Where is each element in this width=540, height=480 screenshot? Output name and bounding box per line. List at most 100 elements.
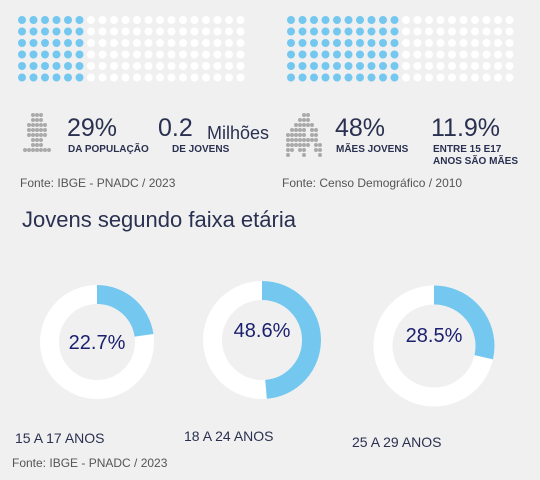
waffle-mothers-filled-dot xyxy=(356,50,364,59)
waffle-population-empty-dot xyxy=(190,16,199,24)
waffle-mothers-filled-dot xyxy=(390,16,399,24)
waffle-mothers-filled-dot xyxy=(344,39,353,47)
waffle-mothers-filled-dot xyxy=(390,62,399,70)
waffle-mothers-empty-dot xyxy=(505,39,514,47)
waffle-population-filled-dot xyxy=(18,16,26,24)
waffle-mothers-filled-dot xyxy=(390,27,399,36)
waffle-population-filled-dot xyxy=(29,50,38,59)
waffle-population-empty-dot xyxy=(87,62,95,70)
waffle-population-filled-dot xyxy=(64,27,72,36)
waffle-mothers-empty-dot xyxy=(425,27,433,36)
waffle-mothers-filled-dot xyxy=(298,62,307,70)
waffle-population-empty-dot xyxy=(110,50,118,59)
waffle-population-empty-dot xyxy=(202,62,210,70)
waffle-mothers-filled-dot xyxy=(367,50,376,59)
youth-count-label: DE JOVENS xyxy=(172,144,230,155)
waffle-mothers-filled-dot xyxy=(379,73,387,82)
waffle-mothers-empty-dot xyxy=(482,50,491,59)
waffle-mothers-empty-dot xyxy=(436,39,445,47)
teen-mothers-label-line2: ANOS SÃO MÃES xyxy=(433,156,519,167)
waffle-population-empty-dot xyxy=(213,62,222,70)
waffle-mothers-filled-dot xyxy=(333,27,341,36)
waffle-mothers-filled-dot xyxy=(367,27,376,36)
waffle-mothers-filled-dot xyxy=(333,73,341,82)
source-right: Fonte: Censo Demográfico / 2010 xyxy=(282,176,463,190)
waffle-population xyxy=(18,16,246,88)
waffle-mothers-empty-dot xyxy=(402,39,410,47)
youth-count-unit: Milhões xyxy=(207,123,270,143)
source-bottom: Fonte: IBGE - PNADC / 2023 xyxy=(12,456,168,470)
waffle-population-empty-dot xyxy=(121,50,130,59)
waffle-mothers-filled-dot xyxy=(356,16,364,24)
waffle-mothers-empty-dot xyxy=(494,39,502,47)
young-mothers-value: 48% xyxy=(335,114,386,142)
waffle-population-filled-dot xyxy=(75,16,84,24)
waffle-mothers-empty-dot xyxy=(448,62,456,70)
waffle-mothers-empty-dot xyxy=(413,62,422,70)
waffle-mothers-empty-dot xyxy=(448,39,456,47)
waffle-population-filled-dot xyxy=(41,62,49,70)
donut-arc-15-17 xyxy=(40,285,154,399)
waffle-population-empty-dot xyxy=(179,73,187,82)
waffle-population-filled-dot xyxy=(64,16,72,24)
waffle-population-empty-dot xyxy=(98,62,107,70)
waffle-mothers-empty-dot xyxy=(413,16,422,24)
waffle-mothers-filled-dot xyxy=(344,73,353,82)
waffle-mothers-filled-dot xyxy=(287,50,295,59)
waffle-population-empty-dot xyxy=(121,39,130,47)
waffle-population-empty-dot xyxy=(202,50,210,59)
waffle-mothers-filled-dot xyxy=(310,62,318,70)
waffle-mothers-empty-dot xyxy=(436,27,445,36)
waffle-population-empty-dot xyxy=(213,39,222,47)
waffle-population-empty-dot xyxy=(87,16,95,24)
waffle-mothers-empty-dot xyxy=(425,73,433,82)
waffle-mothers-empty-dot xyxy=(482,16,491,24)
waffle-population-empty-dot xyxy=(190,27,199,36)
waffle-population-empty-dot xyxy=(87,27,95,36)
waffle-population-filled-dot xyxy=(29,62,38,70)
waffle-mothers-filled-dot xyxy=(367,73,376,82)
donut-18-24: 48.6% xyxy=(203,281,321,399)
waffle-population-empty-dot xyxy=(144,73,153,82)
waffle-population-filled-dot xyxy=(29,39,38,47)
waffle-population-empty-dot xyxy=(167,27,176,36)
waffle-mothers-empty-dot xyxy=(425,50,433,59)
waffle-population-filled-dot xyxy=(64,50,72,59)
waffle-mothers xyxy=(287,16,515,88)
waffle-mothers-empty-dot xyxy=(494,27,502,36)
waffle-mothers-filled-dot xyxy=(287,27,295,36)
waffle-mothers-empty-dot xyxy=(482,27,491,36)
waffle-population-empty-dot xyxy=(144,62,153,70)
waffle-population-empty-dot xyxy=(133,39,141,47)
waffle-mothers-filled-dot xyxy=(287,39,295,47)
waffle-mothers-filled-dot xyxy=(356,62,364,70)
waffle-population-empty-dot xyxy=(98,73,107,82)
waffle-mothers-filled-dot xyxy=(321,73,330,82)
category-label-15-17: 15 A 17 ANOS xyxy=(15,430,105,446)
waffle-mothers-empty-dot xyxy=(436,16,445,24)
waffle-population-empty-dot xyxy=(110,62,118,70)
waffle-mothers-empty-dot xyxy=(436,73,445,82)
waffle-population-empty-dot xyxy=(236,62,245,70)
waffle-mothers-filled-dot xyxy=(298,16,307,24)
waffle-population-empty-dot xyxy=(110,27,118,36)
waffle-mothers-empty-dot xyxy=(448,27,456,36)
waffle-mothers-filled-dot xyxy=(379,39,387,47)
waffle-population-filled-dot xyxy=(52,16,61,24)
waffle-mothers-filled-dot xyxy=(310,73,318,82)
waffle-population-filled-dot xyxy=(75,73,84,82)
waffle-mothers-filled-dot xyxy=(379,50,387,59)
waffle-population-empty-dot xyxy=(98,39,107,47)
waffle-population-empty-dot xyxy=(179,62,187,70)
waffle-population-empty-dot xyxy=(202,16,210,24)
donut-arc-25-29 xyxy=(373,285,495,407)
waffle-mothers-empty-dot xyxy=(402,73,410,82)
waffle-population-filled-dot xyxy=(64,62,72,70)
waffle-mothers-empty-dot xyxy=(459,73,468,82)
donut-25-29: 28.5% xyxy=(373,285,495,407)
waffle-mothers-filled-dot xyxy=(321,50,330,59)
waffle-mothers-filled-dot xyxy=(379,62,387,70)
waffle-mothers-empty-dot xyxy=(459,16,468,24)
waffle-mothers-filled-dot xyxy=(390,50,399,59)
waffle-population-filled-dot xyxy=(75,62,84,70)
